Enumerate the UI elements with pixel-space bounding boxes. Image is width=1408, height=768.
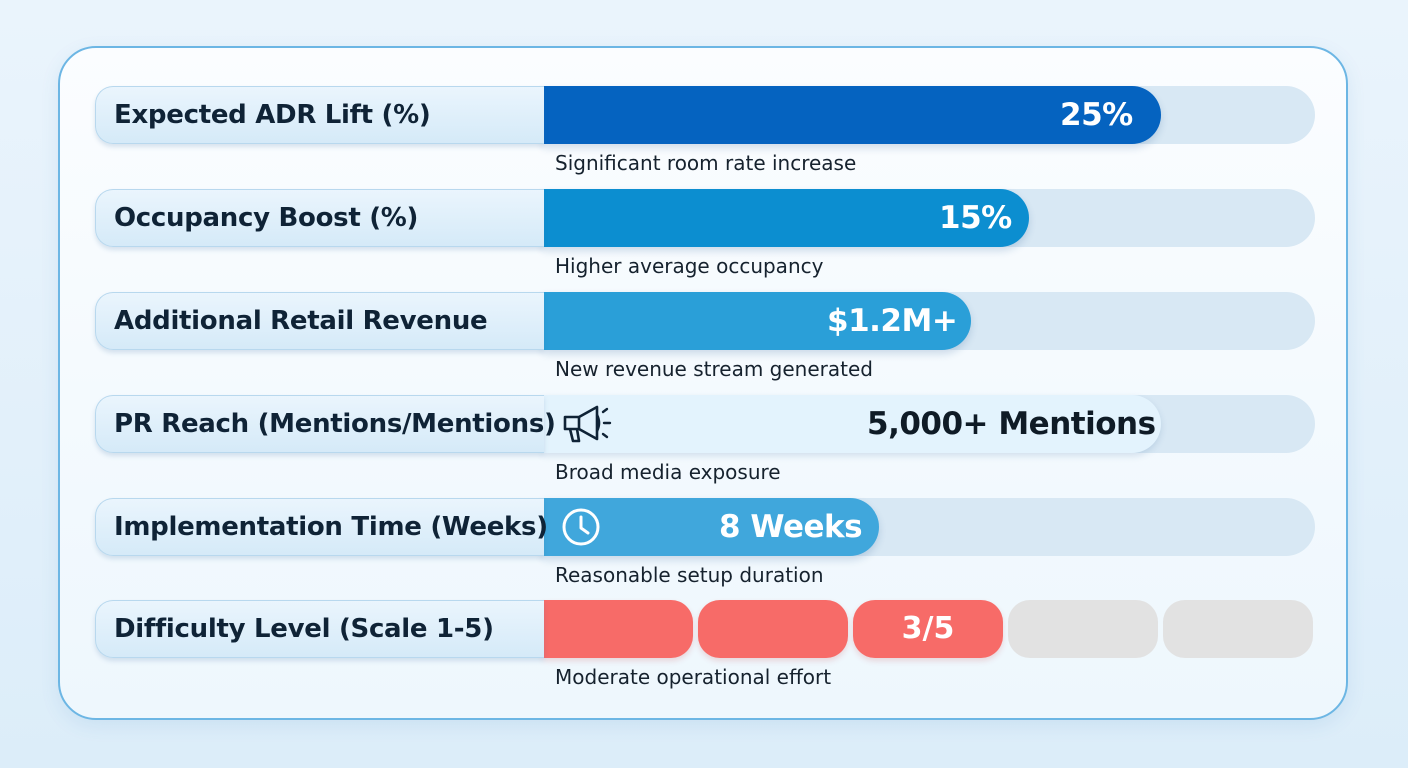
difficulty-segment [543,600,693,658]
value-label: $1.2M+ [827,303,958,339]
label-box [95,189,544,247]
difficulty-segment [1163,600,1313,658]
value-label: 5,000+ Mentions [867,406,1156,442]
value-label: 25% [1060,97,1133,133]
row-label: Expected ADR Lift (%) [114,100,431,130]
label-box [95,86,544,144]
row-subtitle: Moderate operational effort [555,665,832,689]
row-occupancy-boost: Occupancy Boost (%) 15% [95,189,1315,247]
row-difficulty-level: 3/5 Difficulty Level (Scale 1-5) [95,600,1315,658]
row-subtitle: Broad media exposure [555,460,781,484]
bar-occupancy-boost [543,189,1029,247]
row-adr-lift: Expected ADR Lift (%) 25% [95,86,1315,144]
row-subtitle: Higher average occupancy [555,254,824,278]
difficulty-segment [698,600,848,658]
row-label: Implementation Time (Weeks) [114,512,548,542]
label-box [95,600,544,658]
value-label: 15% [939,200,1012,236]
bar-adr-lift [543,86,1161,144]
label-box [95,498,544,556]
row-subtitle: New revenue stream generated [555,357,873,381]
row-label: Additional Retail Revenue [114,306,488,336]
row-retail-revenue: Additional Retail Revenue $1.2M+ [95,292,1315,350]
row-subtitle: Reasonable setup duration [555,563,824,587]
megaphone-icon [563,405,612,443]
row-subtitle: Significant room rate increase [555,151,857,175]
label-box [95,292,544,350]
row-pr-reach: PR Reach (Mentions/Mentions) 5,000+ Ment… [95,395,1315,453]
clock-icon [562,508,600,546]
bar-pr-reach [543,395,1161,453]
bar-retail-revenue [543,292,971,350]
value-label: 3/5 [901,611,955,646]
label-box [95,395,544,453]
row-implementation-time: Implementation Time (Weeks) 8 Weeks [95,498,1315,556]
row-label: Difficulty Level (Scale 1-5) [114,614,494,644]
difficulty-segment: 3/5 [853,600,1003,658]
row-label: Occupancy Boost (%) [114,203,419,233]
difficulty-segment [1008,600,1158,658]
value-label: 8 Weeks [719,509,863,545]
row-label: PR Reach (Mentions/Mentions) [114,409,556,439]
